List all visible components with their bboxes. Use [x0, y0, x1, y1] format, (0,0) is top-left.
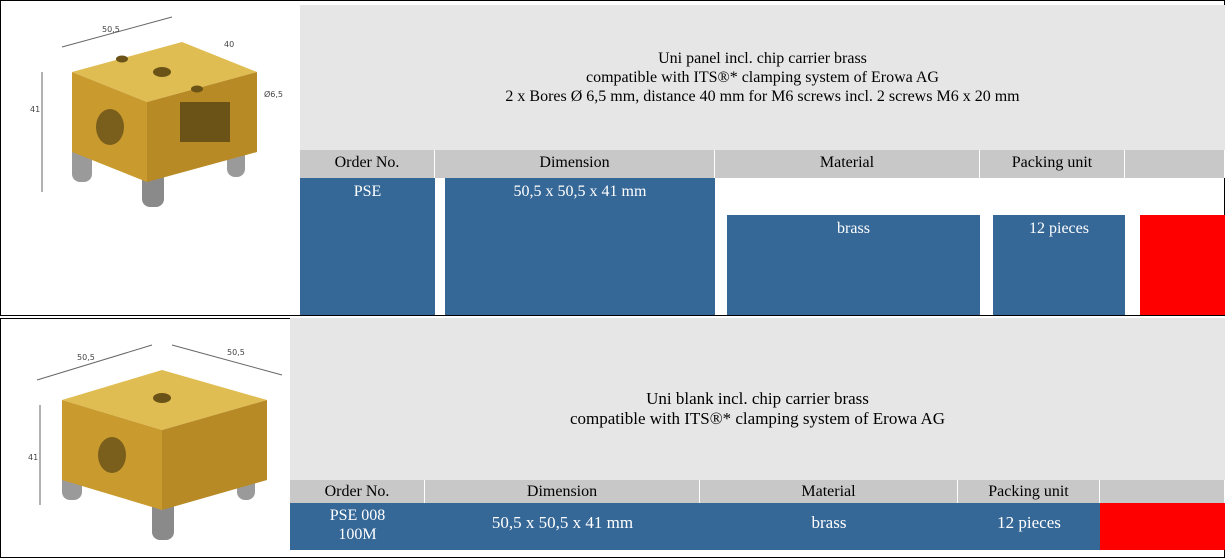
order-number: PSE: [300, 178, 435, 315]
header-cell: Order No.: [290, 480, 425, 503]
description: Uni panel incl. chip carrier brass compa…: [300, 5, 1225, 150]
dimension: 50,5 x 50,5 x 41 mm: [425, 503, 700, 550]
header-cell: [1125, 150, 1225, 178]
dimension-label: 50,5: [227, 348, 245, 357]
header-cell: Dimension: [435, 150, 715, 178]
header-cell: [1100, 480, 1225, 503]
description-line: Uni panel incl. chip carrier brass: [658, 50, 867, 67]
description-line: Uni blank incl. chip carrier brass: [646, 389, 869, 408]
product-drawing: 50,5 40 41 Ø6,5: [30, 16, 283, 207]
header-cell: Order No.: [300, 150, 435, 178]
dimension: 50,5 x 50,5 x 41 mm: [445, 178, 715, 315]
packing-unit: 12 pieces: [993, 215, 1125, 315]
dimension-label: 50,5: [102, 25, 120, 34]
order-button[interactable]: [1140, 215, 1225, 315]
material: brass: [727, 215, 980, 315]
dimension-label: 40: [224, 40, 234, 49]
order-number: PSE 008 100M: [290, 503, 425, 550]
order-button[interactable]: [1100, 503, 1225, 550]
header-cell: Packing unit: [980, 150, 1125, 178]
description-line: compatible with ITS®* clamping system of…: [586, 69, 939, 86]
dimension-label: Ø6,5: [264, 89, 283, 99]
material: brass: [700, 503, 958, 550]
packing-unit: 12 pieces: [958, 503, 1100, 550]
product-drawing: 50,5 50,5 41: [28, 344, 283, 540]
description-line: compatible with ITS®* clamping system of…: [569, 409, 946, 428]
header-cell: Packing unit: [958, 480, 1100, 503]
dimension-label: 41: [28, 453, 38, 462]
dimension-label: 41: [30, 105, 40, 114]
dimension-label: 50,5: [77, 353, 95, 362]
description-line: 2 x Bores Ø 6,5 mm, distance 40 mm for M…: [505, 88, 1020, 105]
header-cell: Dimension: [425, 480, 700, 503]
header-cell: Material: [700, 480, 958, 503]
description: Uni blank incl. chip carrier brass compa…: [290, 318, 1225, 480]
header-cell: Material: [715, 150, 980, 178]
